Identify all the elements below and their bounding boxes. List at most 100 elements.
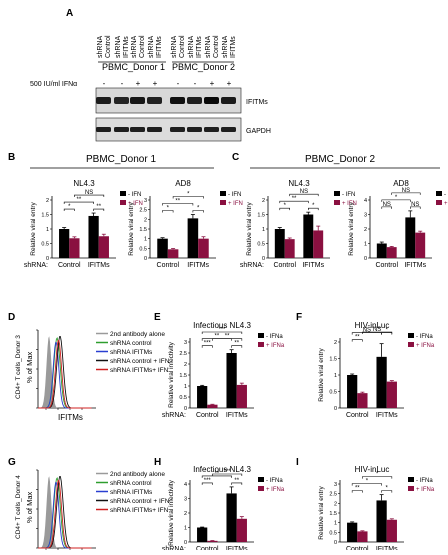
- significance-label: **: [225, 334, 230, 340]
- significance-label: **: [77, 197, 82, 203]
- gapdh-blot-label: GAPDH: [246, 128, 271, 135]
- significance-bracket: [381, 199, 411, 202]
- panel-b-donor-label: PBMC_Donor 1: [86, 154, 156, 165]
- bar: [198, 238, 209, 258]
- gapdh-band: [204, 127, 219, 132]
- donor1-label: PBMC_Donor 1: [102, 62, 165, 72]
- significance-label: ***: [218, 327, 226, 333]
- category-label: Control: [346, 546, 369, 550]
- ifitm-band: [204, 97, 219, 104]
- legend-swatch: [258, 333, 264, 338]
- ifn-sign: +: [136, 79, 141, 88]
- ifitm-band: [187, 97, 202, 104]
- bar: [415, 232, 426, 258]
- significance-bracket: [279, 207, 290, 211]
- chart-ylabel: Relative viral entry: [318, 348, 325, 402]
- bar: [197, 386, 208, 408]
- legend-swatch: [408, 477, 414, 482]
- significance-bracket: [162, 210, 174, 213]
- chart-y-tick-label: 2: [144, 217, 147, 223]
- chart-ylabel: Relative viral infectivity: [168, 341, 175, 407]
- panel-letter-b: B: [8, 152, 15, 163]
- chart-ylabel: Relative viral entry: [318, 486, 325, 540]
- category-label: Control: [273, 262, 296, 269]
- lane-label: IFITMs: [230, 36, 237, 58]
- legend-swatch: [120, 191, 126, 196]
- flow-legend-label: shRNA control + IFN: [110, 358, 170, 365]
- chart-ylabel: Relative viral entry: [246, 202, 253, 256]
- ifn-signs: - - + + - - + +: [103, 79, 232, 88]
- significance-bracket: [192, 210, 204, 213]
- chart-title: AD8: [393, 179, 409, 188]
- legend-label: - IFN: [342, 192, 355, 198]
- chart-y-tick-label: 1: [334, 521, 337, 527]
- chart-y-tick-label: 1: [184, 526, 187, 532]
- flow-ylabel: % of Max: [25, 491, 34, 523]
- lane-label-prefix: shRNA: [148, 35, 155, 58]
- significance-label: NS: [383, 202, 391, 208]
- legend-swatch: [258, 486, 264, 491]
- chart-y-tick-label: 0.5: [329, 530, 337, 536]
- lane-label-prefix: shRNA: [205, 35, 212, 58]
- flow-xlabel: IFITMs: [58, 413, 83, 422]
- significance-label: *: [386, 486, 389, 492]
- chart-y-tick-label: 3: [364, 213, 367, 219]
- chart-y-tick-label: 2: [334, 340, 337, 346]
- bar: [236, 518, 247, 542]
- panel-letter-g: G: [8, 457, 16, 468]
- gapdh-band: [130, 127, 145, 132]
- ifitm-band: [147, 97, 162, 104]
- bar: [386, 381, 397, 408]
- legend-swatch: [334, 191, 340, 196]
- legend-swatch: [258, 342, 264, 347]
- gapdh-band: [114, 127, 129, 132]
- panel-letter-c: C: [232, 152, 239, 163]
- flow-legend-label: 2nd antibody alone: [110, 471, 165, 478]
- flow-histogram-secondary: [38, 476, 92, 548]
- bar: [69, 238, 80, 258]
- legend-label: + IFN: [128, 201, 143, 207]
- category-label: IFITMs: [226, 412, 248, 419]
- category-label: IFITMs: [302, 262, 324, 269]
- significance-label: NS: [363, 328, 371, 334]
- chart-y-tick-label: 1: [144, 237, 147, 243]
- significance-label: **: [355, 486, 360, 492]
- chart-c1: NL4.3 0 0.5 1 1.5 2 Relative viral entry Contro…: [240, 179, 357, 269]
- lane-label-prefix: shRNA: [115, 35, 122, 58]
- western-blot-panel: shRNA Control shRNA IFITMs shRNA Control shRNA…: [30, 35, 271, 142]
- chart-y-tick-label: 0.5: [139, 246, 147, 252]
- significance-bracket: [351, 490, 363, 493]
- ifitm-band: [96, 97, 111, 104]
- ifn-sign: -: [177, 79, 180, 88]
- flow-histogram-curve: [38, 479, 92, 549]
- significance-bracket: [172, 196, 204, 199]
- legend-label: + IFNa: [416, 487, 435, 493]
- category-label: IFITMs: [376, 546, 398, 550]
- chart-b2: AD8 0 0.5 1 1.5 2 2.5 3 Relative viral entry Cont…: [128, 179, 243, 269]
- significance-label: **: [234, 341, 239, 347]
- legend-label: + IFN: [444, 201, 448, 207]
- significance-label: *: [395, 195, 398, 201]
- lane-label: IFITMs: [156, 36, 163, 58]
- legend-label: - IFN: [228, 192, 241, 198]
- significance-bracket: [391, 192, 421, 195]
- lane-label: Control: [139, 35, 146, 58]
- ifitm-blot-label: IFITMs: [246, 99, 268, 106]
- significance-bracket: [381, 206, 392, 209]
- chart-y-tick-label: 4: [184, 482, 187, 488]
- ifitm-band: [221, 97, 236, 104]
- ifn-treatment-label: 500 IU/ml IFNα: [30, 81, 77, 88]
- bar: [236, 384, 247, 408]
- lane-label: IFITMs: [196, 36, 203, 58]
- bar: [376, 243, 387, 258]
- panel-letter-a: A: [66, 8, 73, 19]
- chart-title: HIV-inLuc: [355, 321, 390, 330]
- significance-label: *: [68, 204, 71, 210]
- bar: [376, 356, 387, 408]
- significance-label: *: [366, 479, 369, 485]
- flow-side-label: CD4+ T cells_Donor 4: [15, 475, 22, 539]
- legend-swatch: [436, 191, 442, 196]
- bar: [197, 527, 208, 542]
- category-label: Control: [196, 546, 219, 550]
